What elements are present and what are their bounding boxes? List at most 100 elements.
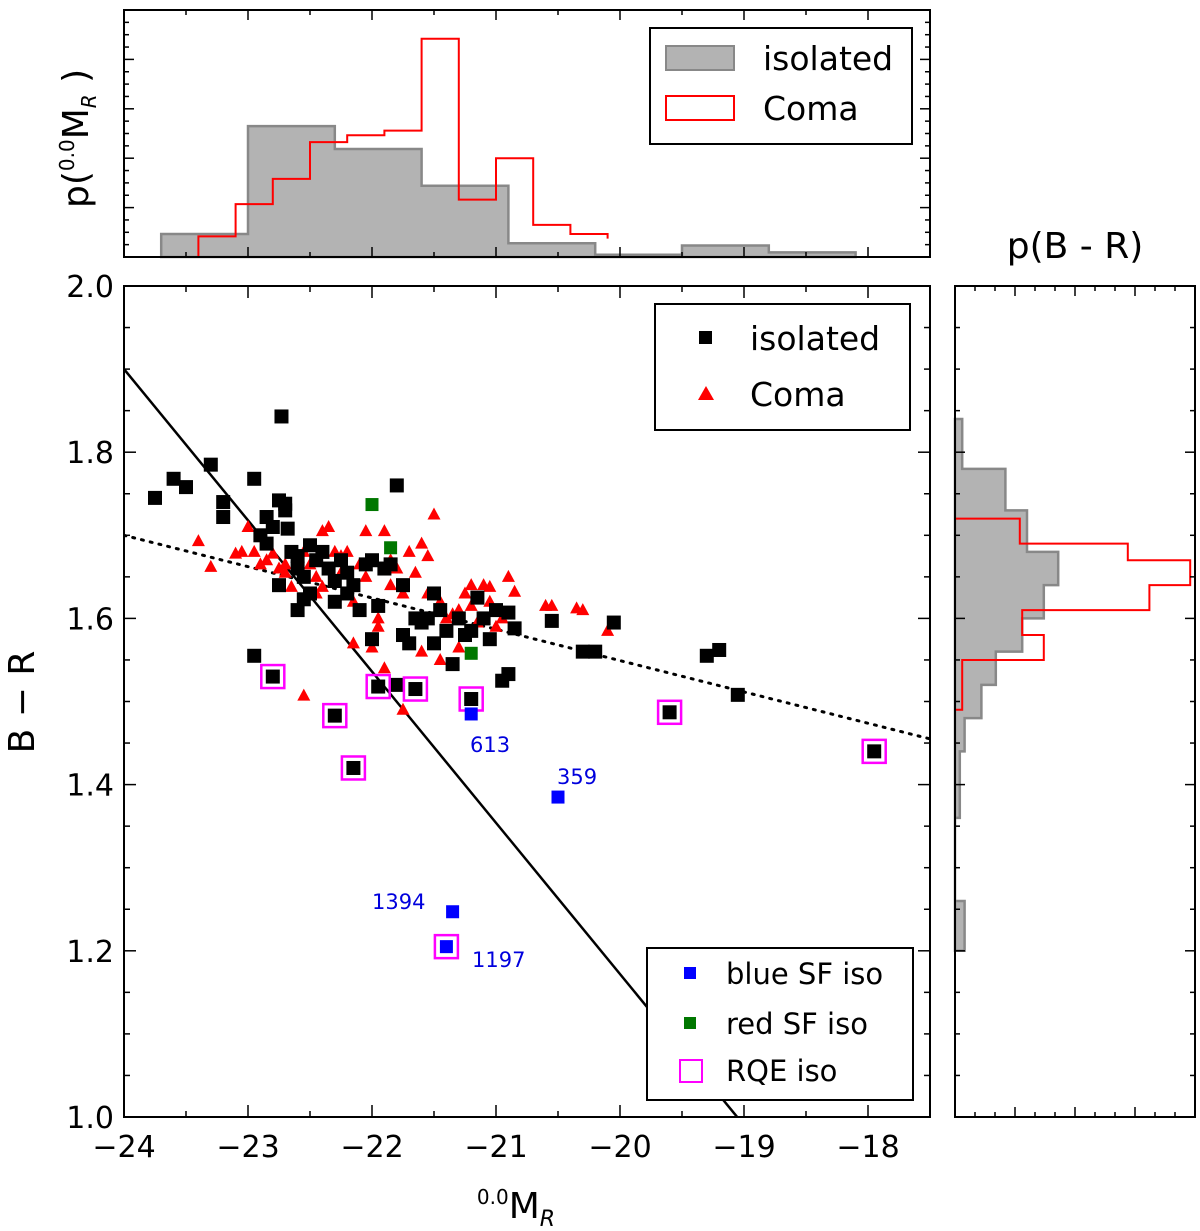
top-hist-ylabel: p(0.0MR ): [55, 69, 101, 208]
legend-label-isolated: isolated: [750, 319, 880, 358]
isolated-point: [340, 586, 355, 601]
isolated-point: [439, 623, 454, 638]
isolated-point: [280, 521, 295, 536]
coma-point: [309, 569, 323, 582]
top-hist-coma-step: [197, 37, 609, 257]
isolated-point: [365, 632, 379, 647]
isolated-point: [352, 603, 367, 618]
isolated-point: [290, 549, 305, 564]
coma-point: [439, 611, 453, 624]
coma-point: [433, 652, 447, 665]
coma-point: [241, 519, 255, 532]
legend-marker-isolated: [699, 331, 712, 344]
top-legend-swatch-isolated: [665, 45, 735, 71]
legend-label-rqe: RQE iso: [726, 1054, 837, 1088]
coma-point: [371, 619, 385, 632]
rqe-inner-point: [327, 708, 342, 723]
top-hist-isolated-area: [159, 124, 857, 259]
isolated-point: [265, 519, 280, 534]
isolated-point: [588, 644, 603, 659]
isolated-point: [489, 603, 503, 618]
coma-point: [464, 598, 478, 611]
isolated-point: [303, 538, 317, 553]
isolated-point: [259, 536, 274, 551]
right-hist-title: p(B - R): [1007, 226, 1144, 267]
rqe-point: [322, 702, 348, 729]
isolated-point: [327, 574, 342, 589]
right-hist-isolated: [953, 417, 1060, 953]
dotted-fit-line: [124, 533, 930, 741]
coma-point: [284, 579, 298, 592]
main-ytick-label: 1.2: [66, 935, 114, 970]
coma-point: [415, 644, 429, 657]
rqe-point: [861, 738, 887, 765]
isolated-point: [247, 648, 262, 663]
isolated-point: [730, 687, 745, 702]
coma-point: [266, 546, 280, 559]
isolated-point: [216, 495, 231, 510]
coma-point: [396, 586, 410, 599]
coma-point: [278, 557, 292, 570]
isolated-point: [334, 553, 348, 568]
main-xlabel-sup: 0.0: [477, 1185, 509, 1209]
coma-point: [408, 565, 422, 578]
main-points: [148, 409, 887, 960]
isolated-point: [476, 611, 491, 626]
rqe-inner-point: [346, 760, 361, 775]
isolated-point: [470, 590, 485, 605]
legend-label-red-sf: red SF iso: [726, 1007, 868, 1041]
top-hist-ylabel-sub: R: [77, 94, 101, 108]
right-hist-frame: [954, 285, 1196, 1118]
coma-point: [260, 553, 274, 566]
legend-label-blue-sf: blue SF iso: [726, 957, 883, 991]
right-histogram-panel: p(B - R): [953, 226, 1196, 1118]
top-hist-ylabel-suffix: ): [56, 69, 97, 95]
coma-point: [359, 524, 373, 537]
coma-point: [402, 544, 416, 557]
annotation-1394: 1394: [372, 890, 425, 914]
blue-sf-point: [439, 940, 453, 954]
main-xlabel-main: M: [509, 1186, 540, 1227]
coma-point: [421, 549, 435, 562]
isolated-point: [501, 605, 516, 620]
rqe-point: [402, 676, 429, 702]
isolated-point: [482, 632, 497, 647]
coma-point: [204, 559, 218, 572]
rqe-inner-point: [464, 692, 479, 707]
isolated-point: [712, 642, 727, 657]
coma-point: [489, 619, 503, 632]
isolated-point: [699, 648, 714, 663]
coma-point: [322, 519, 336, 532]
rqe-inner-point: [408, 682, 423, 697]
isolated-point: [315, 544, 330, 559]
top-histogram-panel: p(0.0MR ) isolated Coma: [55, 9, 931, 259]
rqe-inner-point: [867, 744, 882, 759]
top-hist-ylabel-main: M: [56, 108, 97, 139]
isolated-point: [321, 561, 336, 576]
blue-sf-point: [464, 707, 478, 721]
isolated-point: [148, 490, 162, 505]
isolated-point: [365, 553, 379, 568]
main-xtick-label: −23: [216, 1130, 279, 1165]
coma-point: [346, 636, 360, 649]
isolated-point: [216, 510, 231, 525]
annotation-613: 613: [470, 733, 510, 757]
coma-point: [253, 557, 267, 570]
isolated-point: [296, 569, 311, 584]
isolated-point: [247, 471, 262, 486]
coma-point: [359, 569, 373, 582]
isolated-point: [464, 623, 479, 638]
isolated-point: [383, 557, 398, 572]
coma-point: [315, 579, 329, 592]
isolated-point: [327, 594, 342, 609]
isolated-point: [389, 677, 404, 692]
rqe-inner-point: [371, 679, 386, 694]
isolated-point: [340, 565, 355, 580]
isolated-point: [427, 586, 441, 601]
red-sf-point: [384, 541, 398, 555]
coma-point: [427, 507, 441, 520]
isolated-point: [575, 644, 590, 659]
coma-point: [191, 534, 205, 547]
top-hist-ylabel-sup: 0.0: [55, 139, 79, 171]
main-xtick-label: −19: [712, 1130, 775, 1165]
